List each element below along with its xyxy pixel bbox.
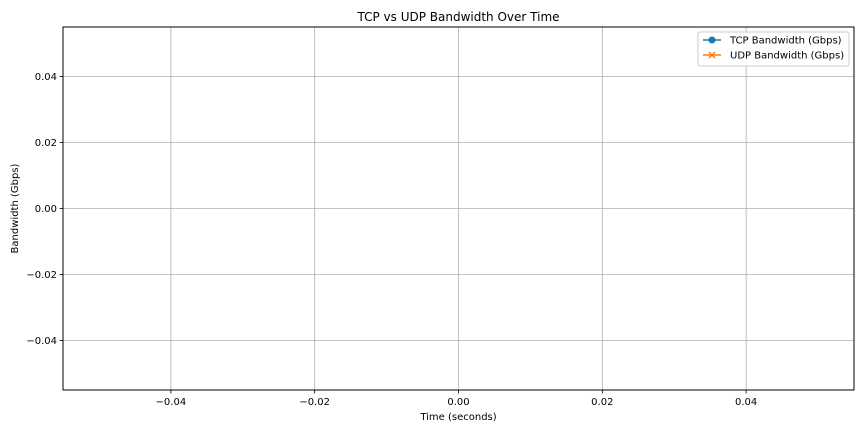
grid bbox=[63, 27, 854, 390]
legend-marker-udp bbox=[708, 51, 716, 59]
legend-box bbox=[697, 31, 850, 67]
y-tick-label: 0.00 bbox=[35, 204, 57, 215]
x-axis-title: Time (seconds) bbox=[419, 412, 496, 423]
x-tick-label: −0.02 bbox=[299, 397, 330, 408]
y-axis-title: Bandwidth (Gbps) bbox=[10, 163, 21, 253]
legend: TCP Bandwidth (Gbps) UDP Bandwidth (Gbps… bbox=[697, 31, 850, 67]
legend-entry-udp: UDP Bandwidth (Gbps) bbox=[703, 51, 844, 62]
plot-area-frame bbox=[62, 26, 855, 391]
y-tick-label: −0.04 bbox=[26, 336, 57, 347]
chart-title: TCP vs UDP Bandwidth Over Time bbox=[356, 10, 559, 24]
y-tick-label: 0.04 bbox=[35, 72, 57, 83]
x-tick-label: 0.02 bbox=[591, 397, 613, 408]
x-tick-label: 0.00 bbox=[447, 397, 469, 408]
legend-label-tcp: TCP Bandwidth (Gbps) bbox=[729, 36, 842, 47]
y-tick-label: −0.02 bbox=[26, 270, 57, 281]
y-tick-label: 0.02 bbox=[35, 138, 57, 149]
x-axis-ticks: −0.04 −0.02 0.00 0.02 0.04 bbox=[156, 390, 757, 408]
legend-marker-tcp bbox=[708, 36, 716, 44]
x-tick-label: 0.04 bbox=[735, 397, 757, 408]
x-tick-label: −0.04 bbox=[156, 397, 187, 408]
legend-entry-tcp: TCP Bandwidth (Gbps) bbox=[703, 36, 842, 47]
legend-label-udp: UDP Bandwidth (Gbps) bbox=[730, 51, 844, 62]
y-axis-ticks: 0.04 0.02 0.00 −0.02 −0.04 bbox=[26, 72, 63, 347]
